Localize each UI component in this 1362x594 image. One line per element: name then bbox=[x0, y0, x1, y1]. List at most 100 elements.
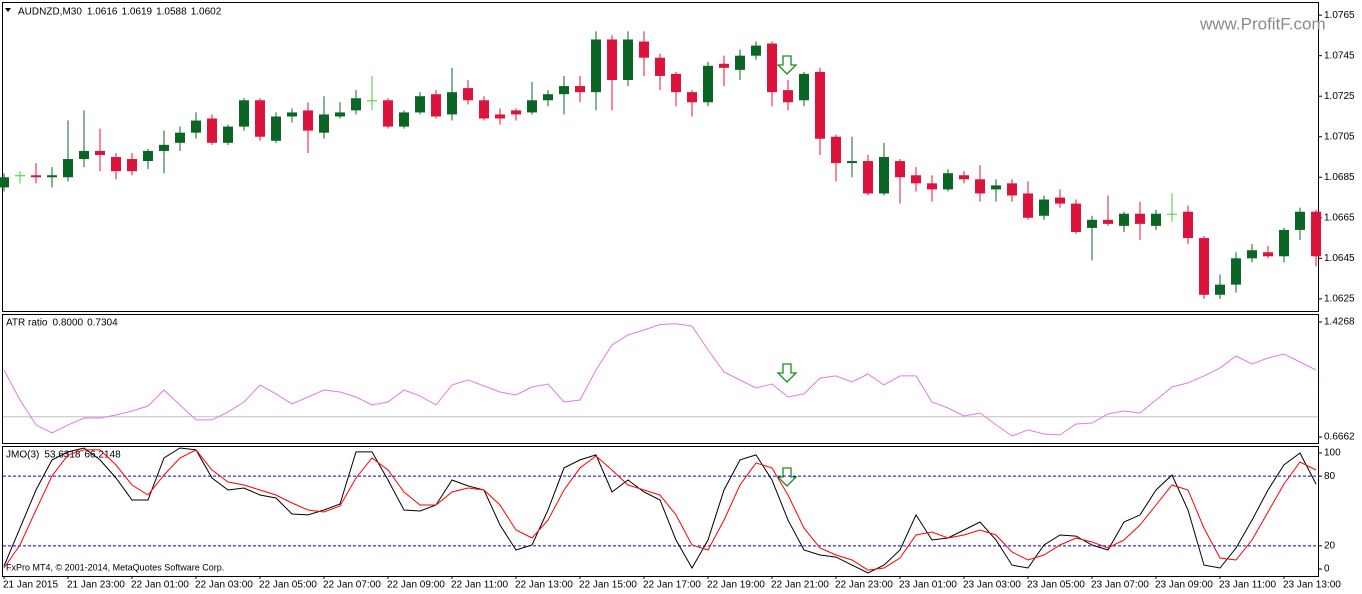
candle-body bbox=[111, 157, 121, 172]
candle-body bbox=[207, 118, 217, 143]
x-tick-label: 22 Jan 03:00 bbox=[195, 580, 253, 591]
candle-body bbox=[1247, 250, 1257, 259]
y-tick-label: 1.0705 bbox=[1324, 131, 1355, 142]
candle-body bbox=[351, 98, 361, 111]
candle-body bbox=[1119, 213, 1129, 226]
candle-body bbox=[31, 175, 41, 178]
x-tick-label: 22 Jan 13:00 bbox=[515, 580, 573, 591]
x-tick-label: 23 Jan 05:00 bbox=[1027, 580, 1085, 591]
candle-body bbox=[367, 100, 377, 102]
indicator-line bbox=[3, 447, 1317, 574]
menu-triangle[interactable] bbox=[5, 8, 11, 12]
x-tick-label: 22 Jan 23:00 bbox=[835, 580, 893, 591]
x-tick-label: 23 Jan 13:00 bbox=[1283, 580, 1341, 591]
x-tick-label: 23 Jan 11:00 bbox=[1219, 580, 1277, 591]
candle-body bbox=[607, 39, 617, 80]
candle-body bbox=[1087, 219, 1097, 228]
y-tick-label: 20 bbox=[1324, 540, 1336, 551]
candle-body bbox=[447, 92, 457, 115]
candle-body bbox=[703, 65, 713, 103]
indicator-title: JMO(3) bbox=[6, 450, 39, 461]
candle-body bbox=[847, 161, 857, 164]
candle-body bbox=[463, 88, 473, 101]
y-tick-label: 1.0665 bbox=[1324, 212, 1355, 223]
candle-body bbox=[1151, 213, 1161, 226]
candle-body bbox=[1311, 211, 1321, 257]
candle-body bbox=[991, 185, 1001, 190]
signal-arrow bbox=[776, 467, 798, 487]
candle-body bbox=[527, 100, 537, 113]
x-tick-label: 22 Jan 15:00 bbox=[579, 580, 637, 591]
jmo-panel bbox=[2, 446, 1319, 577]
candle-body bbox=[943, 173, 953, 190]
candle-body bbox=[687, 92, 697, 103]
candle-body bbox=[1071, 203, 1081, 232]
candle-body bbox=[191, 120, 201, 133]
y-tick-label: 100 bbox=[1324, 448, 1341, 459]
copyright: FxPro MT4, © 2001-2014, MetaQuotes Softw… bbox=[6, 562, 224, 572]
candle-body bbox=[975, 179, 985, 194]
header-value: 0.8000 bbox=[53, 318, 84, 329]
x-tick-label: 22 Jan 05:00 bbox=[259, 580, 317, 591]
candle-body bbox=[399, 112, 409, 127]
indicator-line bbox=[3, 323, 1317, 437]
candle-body bbox=[239, 100, 249, 127]
x-tick-label: 22 Jan 21:00 bbox=[771, 580, 829, 591]
candle-body bbox=[223, 126, 233, 143]
candle-body bbox=[767, 43, 777, 93]
candle-body bbox=[831, 136, 841, 164]
candle-body bbox=[415, 96, 425, 113]
candle-body bbox=[543, 94, 553, 101]
header-value: 1.0588 bbox=[156, 7, 187, 18]
y-tick-label: 1.0645 bbox=[1324, 253, 1355, 264]
y-tick-label: 0 bbox=[1324, 564, 1330, 575]
x-tick-label: 21 Jan 2015 bbox=[3, 580, 58, 591]
candle-body bbox=[15, 175, 25, 177]
indicator-title: ATR ratio bbox=[6, 318, 48, 329]
header-value: 1.0602 bbox=[191, 7, 222, 18]
indicator-line bbox=[3, 449, 1317, 571]
candle-body bbox=[287, 112, 297, 117]
candle-body bbox=[623, 39, 633, 80]
header-value: 1.0619 bbox=[122, 7, 153, 18]
candle-body bbox=[511, 110, 521, 115]
header-value: 1.0616 bbox=[87, 7, 118, 18]
candle-body bbox=[383, 100, 393, 127]
candle-body bbox=[303, 110, 313, 131]
candle-body bbox=[815, 71, 825, 139]
y-tick-label: 1.4268 bbox=[1324, 317, 1355, 328]
y-tick-label: 80 bbox=[1324, 471, 1336, 482]
candle-body bbox=[1199, 238, 1209, 295]
candle-body bbox=[895, 161, 905, 178]
candle-body bbox=[879, 157, 889, 194]
candle-body bbox=[1039, 199, 1049, 216]
candle-body bbox=[1183, 211, 1193, 239]
atr-panel bbox=[2, 314, 1319, 444]
candle-body bbox=[559, 86, 569, 95]
candle-body bbox=[639, 41, 649, 58]
candle-body bbox=[335, 112, 345, 117]
candle-body bbox=[911, 175, 921, 184]
x-tick-label: 23 Jan 09:00 bbox=[1155, 580, 1213, 591]
candle-body bbox=[1295, 211, 1305, 230]
candle-body bbox=[927, 183, 937, 190]
candle-body bbox=[1023, 193, 1033, 218]
x-tick-label: 23 Jan 03:00 bbox=[963, 580, 1021, 591]
y-tick-label: 1.0765 bbox=[1324, 10, 1355, 21]
candle-body bbox=[271, 116, 281, 141]
candle-body bbox=[431, 94, 441, 117]
y-tick-label: 0.6662 bbox=[1324, 432, 1355, 443]
candle-body bbox=[783, 90, 793, 103]
candle-body bbox=[751, 45, 761, 56]
candle-body bbox=[175, 132, 185, 143]
candle-body bbox=[655, 57, 665, 76]
candle-body bbox=[479, 100, 489, 119]
indicator-title: AUDNZD,M30 bbox=[18, 7, 82, 18]
y-tick-label: 1.0685 bbox=[1324, 172, 1355, 183]
candle-body bbox=[319, 114, 329, 133]
candle-body bbox=[79, 150, 89, 160]
candle-body bbox=[1167, 213, 1177, 215]
signal-arrow bbox=[776, 55, 798, 75]
